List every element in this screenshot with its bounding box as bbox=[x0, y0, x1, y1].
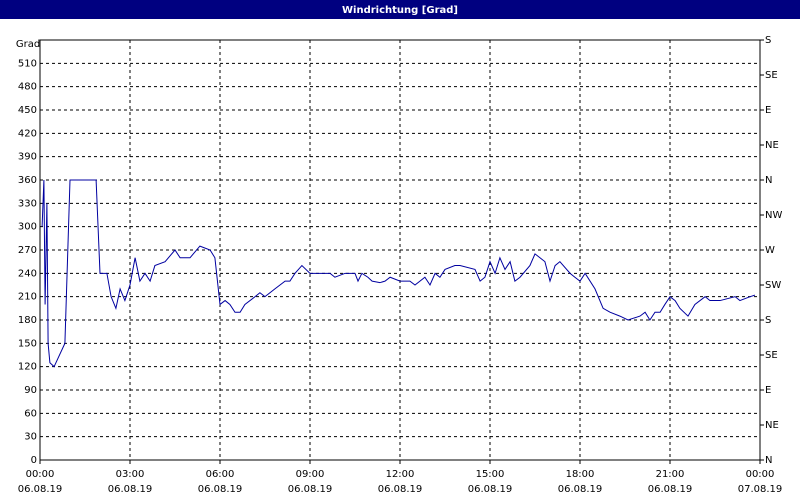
y2-tick-label: NW bbox=[765, 210, 782, 221]
x-tick-label: 00:00 bbox=[26, 469, 55, 480]
y-axis-label: Grad bbox=[16, 39, 40, 50]
x-tick-label: 18:00 bbox=[566, 469, 595, 480]
x-tick-date: 06.08.19 bbox=[648, 484, 693, 495]
x-tick-date: 06.08.19 bbox=[378, 484, 423, 495]
y2-tick-label: SE bbox=[765, 350, 778, 361]
x-tick-date: 06.08.19 bbox=[108, 484, 153, 495]
y2-tick-label: NE bbox=[765, 420, 779, 431]
data-line bbox=[41, 179, 756, 368]
y2-tick-label: SE bbox=[765, 70, 778, 81]
x-tick-date: 06.08.19 bbox=[198, 484, 243, 495]
y2-tick-label: S bbox=[765, 35, 771, 46]
y2-tick-label: E bbox=[765, 105, 771, 116]
y2-tick-label: NE bbox=[765, 140, 779, 151]
y-tick-label: 180 bbox=[18, 315, 37, 326]
y2-tick-label: N bbox=[765, 455, 772, 466]
y2-tick-label: E bbox=[765, 385, 771, 396]
y-tick-label: 510 bbox=[18, 58, 37, 69]
x-tick-date: 06.08.19 bbox=[558, 484, 603, 495]
y-tick-label: 300 bbox=[18, 222, 37, 233]
y2-tick-label: S bbox=[765, 315, 771, 326]
x-tick-date: 07.08.19 bbox=[738, 484, 783, 495]
x-tick-label: 15:00 bbox=[476, 469, 505, 480]
x-tick-label: 09:00 bbox=[296, 469, 325, 480]
x-tick-date: 06.08.19 bbox=[288, 484, 333, 495]
y2-tick-label: N bbox=[765, 175, 772, 186]
y-tick-label: 480 bbox=[18, 82, 37, 93]
y-tick-label: 270 bbox=[18, 245, 37, 256]
x-tick-label: 03:00 bbox=[116, 469, 145, 480]
chart-title: Windrichtung [Grad] bbox=[342, 5, 458, 16]
y-tick-label: 30 bbox=[24, 432, 37, 443]
y2-tick-label: W bbox=[765, 245, 775, 256]
y-tick-label: 360 bbox=[18, 175, 37, 186]
x-tick-label: 06:00 bbox=[206, 469, 235, 480]
x-tick-label: 12:00 bbox=[386, 469, 415, 480]
y-tick-label: 390 bbox=[18, 152, 37, 163]
title-bar bbox=[0, 0, 800, 19]
y-tick-label: 60 bbox=[24, 408, 37, 419]
x-tick-label: 00:00 bbox=[746, 469, 775, 480]
y2-tick-label: SW bbox=[765, 280, 781, 291]
y-tick-label: 210 bbox=[18, 292, 37, 303]
y-tick-label: 0 bbox=[31, 455, 37, 466]
y-tick-label: 120 bbox=[18, 362, 37, 373]
y-tick-label: 420 bbox=[18, 128, 37, 139]
y-tick-label: 90 bbox=[24, 385, 37, 396]
y-tick-label: 330 bbox=[18, 198, 37, 209]
y-tick-label: 240 bbox=[18, 268, 37, 279]
x-tick-date: 06.08.19 bbox=[468, 484, 513, 495]
y-tick-label: 450 bbox=[18, 105, 37, 116]
y-tick-label: 150 bbox=[18, 338, 37, 349]
x-tick-label: 21:00 bbox=[656, 469, 685, 480]
x-tick-date: 06.08.19 bbox=[18, 484, 63, 495]
